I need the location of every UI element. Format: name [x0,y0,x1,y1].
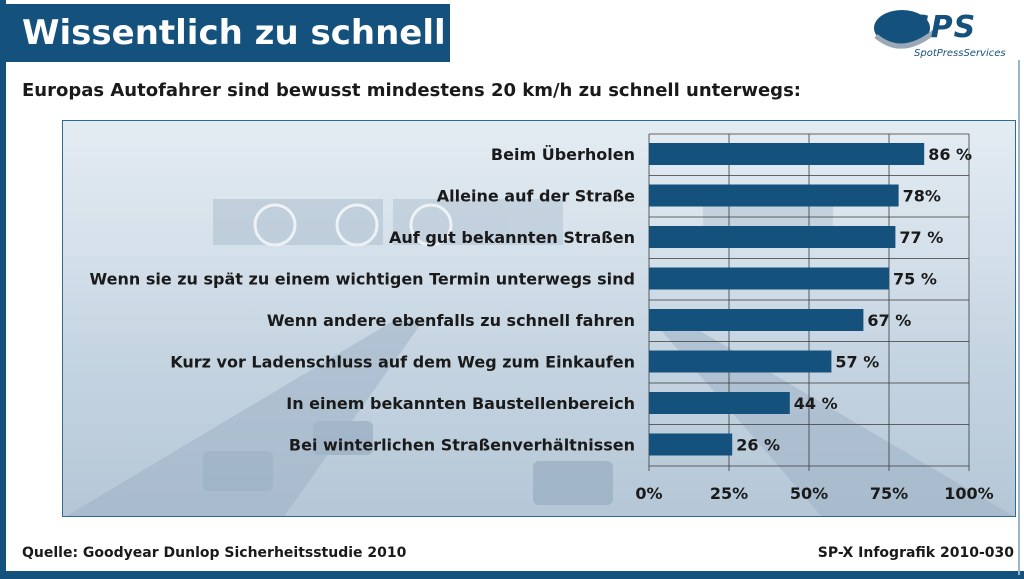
value-label: 67 % [867,311,911,330]
chart-grid [648,133,970,471]
category-label: Wenn andere ebenfalls zu schnell fahren [267,311,635,330]
bar-chart: Beim Überholen Alleine auf der Straße Auf … [66,133,1014,516]
value-label: 75 % [893,270,937,289]
logo-tagline: SpotPressServices [914,48,1006,59]
sps-logo [872,6,1018,64]
background-scene [66,199,1014,516]
frame-left-bar [0,0,6,579]
bar [649,143,925,165]
chart-category-labels: Beim Überholen Alleine auf der Straße Auf … [90,145,636,455]
x-tick-label: 100% [944,484,993,503]
road-surface [66,321,423,516]
category-label: Wenn sie zu spät zu einem wichtigen Term… [90,270,635,289]
x-tick-label: 50% [790,484,828,503]
category-label: Kurz vor Ladenschluss auf dem Weg zum Ei… [170,353,635,372]
car-shape [533,461,613,505]
category-label: Alleine auf der Straße [437,187,635,206]
road-sign-gantry [213,199,383,245]
x-tick-label: 25% [710,484,748,503]
sps-logo-icon [874,10,936,49]
value-label: 57 % [835,353,879,372]
x-tick-label: 75% [870,484,908,503]
frame-bottom-bar [0,571,1024,579]
value-label: 44 % [794,394,838,413]
value-label: 86 % [928,145,972,164]
category-label: In einem bekannten Baustellenbereich [286,394,635,413]
bar [649,226,896,248]
chart-panel: Beim Überholen Alleine auf der Straße Auf … [62,120,1016,517]
value-label: 26 % [736,436,780,455]
speed-sign-icon [253,203,297,247]
bar [649,309,864,331]
source-note: Quelle: Goodyear Dunlop Sicherheitsstudi… [22,545,407,561]
credit-note: SP-X Infografik 2010-030 [817,545,1014,561]
category-label: Auf gut bekannten Straßen [389,228,635,247]
value-label: 77 % [899,228,943,247]
bar [649,392,790,414]
chart-x-ticks: 0% 25% 50% 75% 100% [635,484,993,503]
frame-right-line [1018,60,1020,575]
category-label: Beim Überholen [491,145,635,164]
speed-sign-icon [409,203,453,247]
car-shape [313,421,373,455]
chart-value-labels: 86 % 78% 77 % 75 % 67 % 57 % 44 % 26 % [736,145,972,455]
bar [649,433,733,456]
category-label: Bei winterlichen Straßenverhältnissen [289,436,635,455]
car-shape [203,451,273,491]
bar [649,350,832,373]
bar [649,184,899,207]
value-label: 78% [903,187,941,206]
logo-name: SPS [908,10,977,45]
chart-subtitle: Europas Autofahrer sind bewusst mindeste… [22,80,801,101]
x-tick-label: 0% [635,484,662,503]
page-title: Wissentlich zu schnell [6,4,450,62]
chart-bars [649,143,925,456]
bar [649,267,889,290]
speed-sign-icon [335,203,379,247]
